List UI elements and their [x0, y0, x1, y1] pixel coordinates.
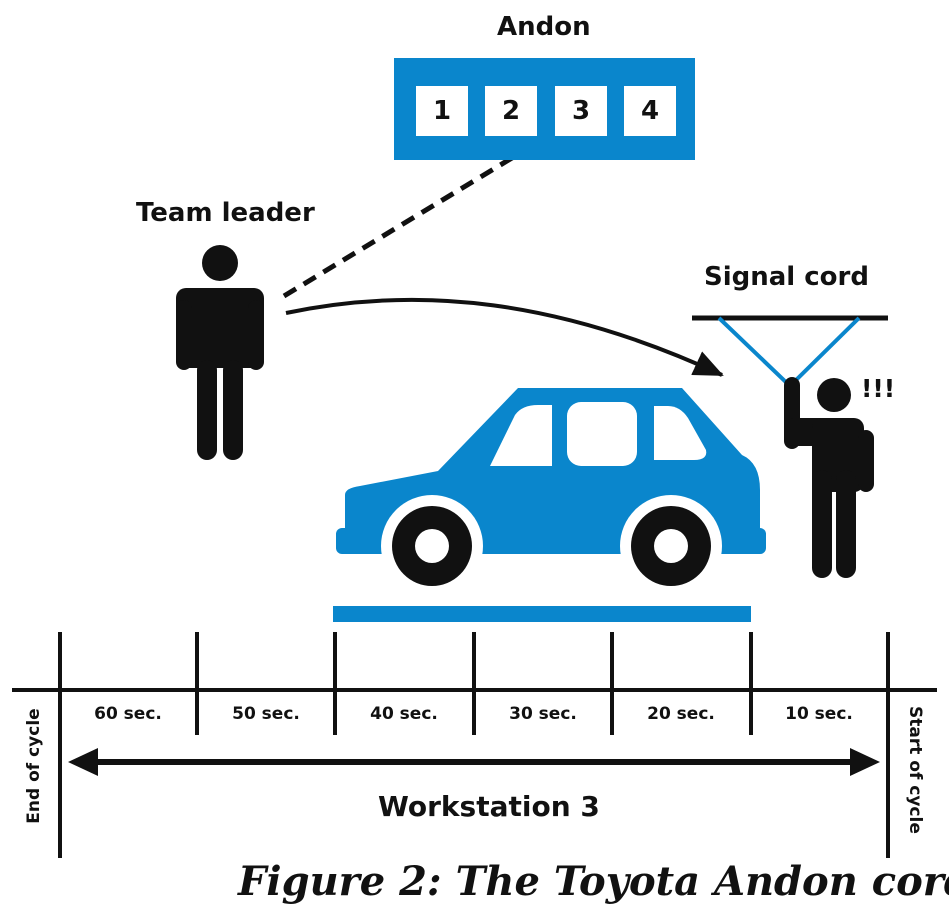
car-icon [328, 388, 770, 597]
workstation-label: Workstation 3 [378, 790, 600, 823]
interval-label: 10 sec. [785, 704, 853, 724]
team-leader-person-icon [176, 245, 264, 460]
interval-label: 40 sec. [370, 704, 438, 724]
team-leader-label: Team leader [136, 198, 315, 228]
leader-to-cord-arrow [285, 297, 724, 377]
andon-box-2: 2 [485, 86, 537, 136]
alert-marks: !!! [861, 374, 896, 403]
interval-label: 30 sec. [509, 704, 577, 724]
andon-box-3: 3 [555, 86, 607, 136]
andon-box-1: 1 [416, 86, 468, 136]
andon-board: 1 2 3 4 [394, 58, 695, 160]
figure-caption: Figure 2: The Toyota Andon cord [238, 858, 949, 905]
andon-diagram: Andon 1 2 3 4 Team leader Signal cord !!… [12, 12, 949, 905]
workstation-bar [333, 606, 751, 622]
workstation-span-arrow [68, 748, 880, 776]
interval-label: 50 sec. [232, 704, 300, 724]
diagram-graphics [12, 121, 937, 858]
worker-person-icon [784, 377, 874, 578]
end-of-cycle-label: End of cycle [24, 708, 44, 824]
signal-cord-label: Signal cord [704, 262, 869, 292]
interval-label: 60 sec. [94, 704, 162, 724]
signal-cord-icon [692, 315, 888, 388]
andon-box-4: 4 [624, 86, 676, 136]
start-of-cycle-label: Start of cycle [905, 706, 925, 834]
timeline-ticks [58, 632, 890, 858]
interval-label: 20 sec. [647, 704, 715, 724]
andon-title: Andon [497, 12, 591, 42]
